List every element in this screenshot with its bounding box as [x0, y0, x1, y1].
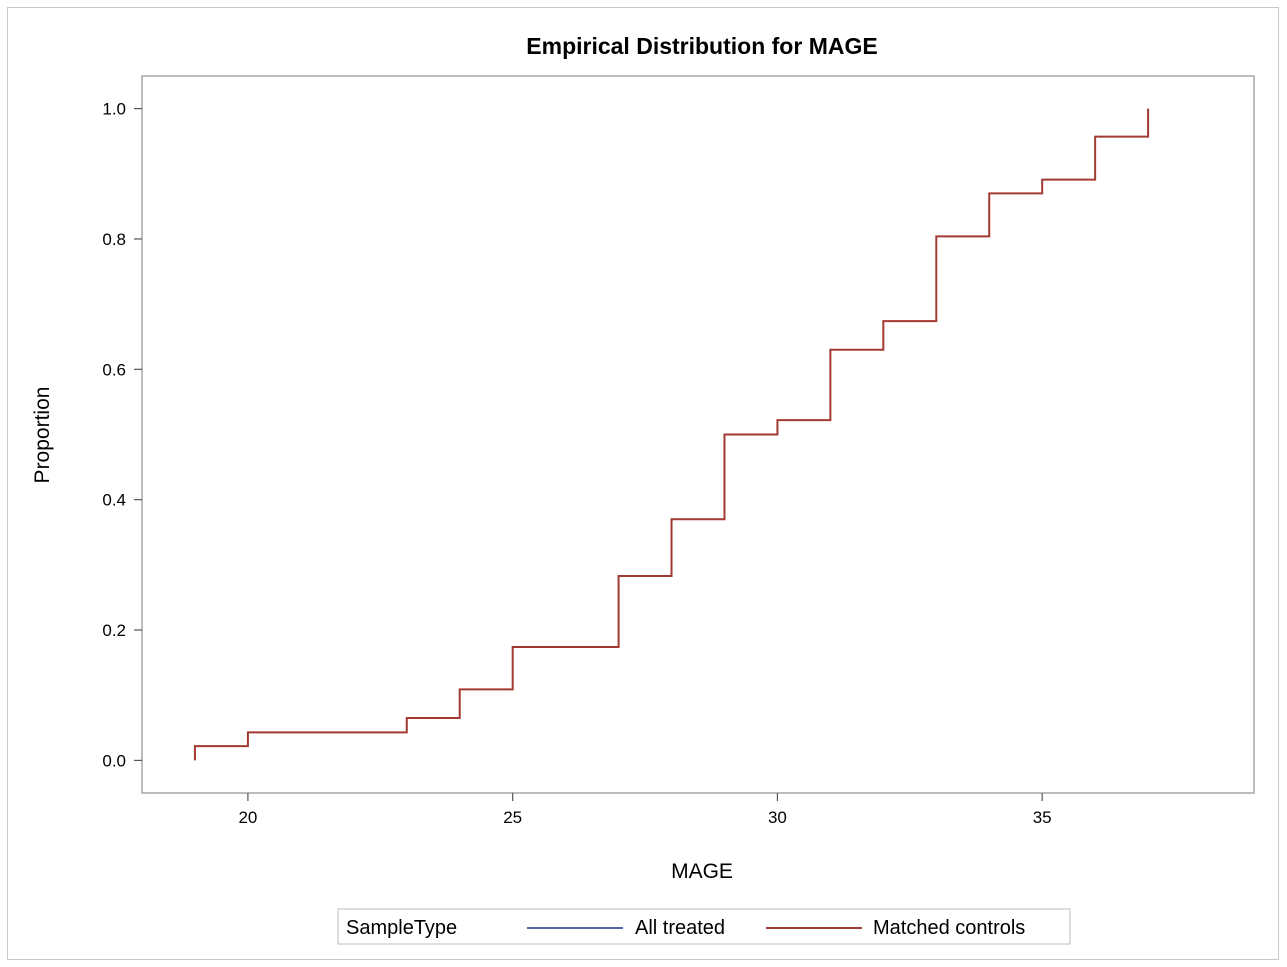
- x-axis: 20 25 30 35: [238, 793, 1052, 827]
- y-tick-label: 0.8: [102, 230, 126, 249]
- x-tick-label: 25: [503, 808, 522, 827]
- x-tick-label: 20: [238, 808, 257, 827]
- legend-entry-matched-controls: Matched controls: [873, 917, 1025, 939]
- y-tick-label: 0.0: [102, 751, 126, 770]
- plot-area: [141, 75, 1255, 794]
- legend-title: SampleType: [346, 917, 457, 939]
- y-tick-label: 0.2: [102, 621, 126, 640]
- series-layer: [193, 108, 1150, 761]
- y-axis: 0.0 0.2 0.4 0.6 0.8 1.0: [102, 100, 142, 770]
- x-tick-label: 30: [768, 808, 787, 827]
- x-axis-label: MAGE: [671, 860, 733, 883]
- legend-box: [337, 908, 1071, 945]
- legend-entry-all-treated: All treated: [635, 917, 725, 939]
- y-tick-label: 0.4: [102, 491, 126, 510]
- chart-frame: [7, 7, 1279, 960]
- legend: SampleType All treated Matched controls: [337, 908, 1071, 945]
- chart-title: Empirical Distribution for MAGE: [526, 33, 877, 59]
- x-tick-label: 35: [1033, 808, 1052, 827]
- y-tick-label: 0.6: [102, 360, 126, 379]
- y-axis-label: Proportion: [31, 387, 54, 484]
- y-tick-label: 1.0: [102, 100, 126, 119]
- series-line-matched-controls: [193, 108, 1150, 761]
